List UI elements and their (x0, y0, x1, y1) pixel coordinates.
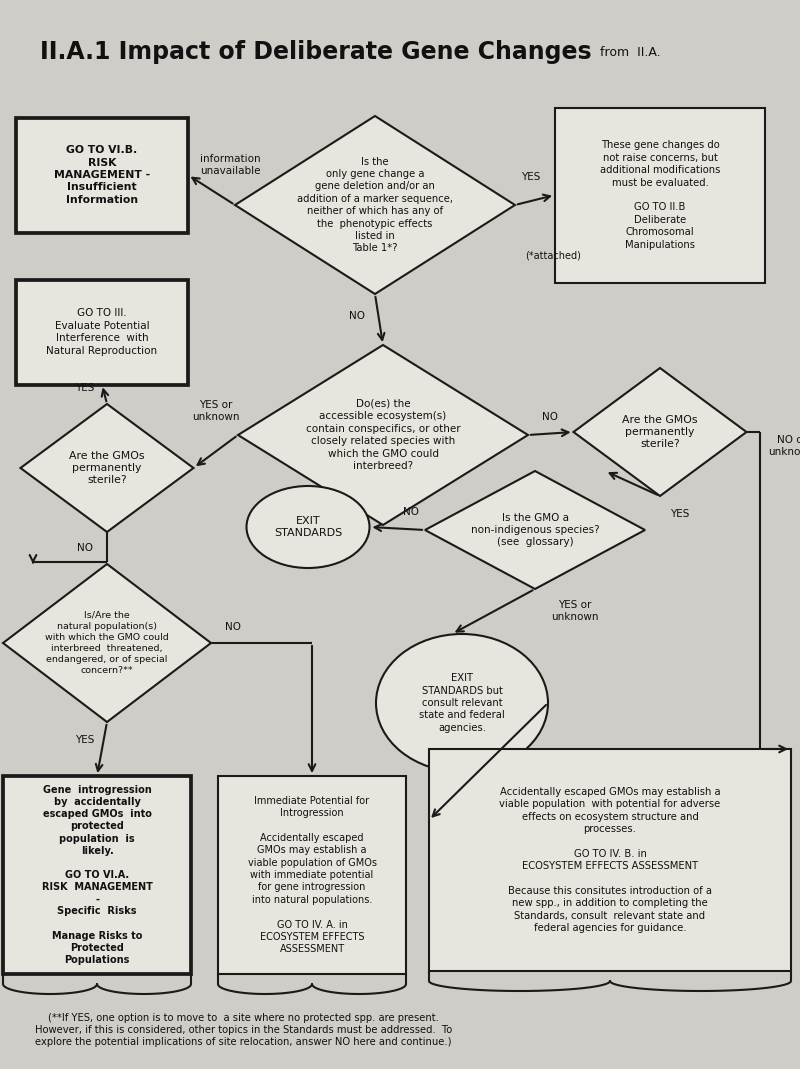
Ellipse shape (376, 634, 548, 772)
FancyBboxPatch shape (16, 279, 188, 385)
Text: GO TO III.
Evaluate Potential
Interference  with
Natural Reproduction: GO TO III. Evaluate Potential Interferen… (46, 308, 158, 356)
Text: Is the
only gene change a
gene deletion and/or an
addition of a marker sequence,: Is the only gene change a gene deletion … (297, 156, 453, 253)
Text: Is the GMO a
non-indigenous species?
(see  glossary): Is the GMO a non-indigenous species? (se… (470, 513, 599, 547)
Text: EXIT
STANDARDS: EXIT STANDARDS (274, 516, 342, 538)
Text: YES: YES (75, 383, 94, 393)
Polygon shape (238, 345, 528, 525)
FancyBboxPatch shape (429, 749, 791, 971)
Text: NO: NO (349, 311, 365, 321)
Text: YES or
unknown: YES or unknown (192, 400, 240, 422)
Text: NO: NO (225, 622, 241, 632)
Polygon shape (574, 368, 746, 496)
Text: Gene  introgression: Gene introgression (42, 785, 151, 795)
Polygon shape (21, 404, 194, 532)
Text: -: - (95, 895, 99, 904)
Text: NO: NO (542, 412, 558, 422)
Text: Protected: Protected (70, 943, 124, 952)
FancyBboxPatch shape (16, 118, 188, 232)
Text: from  II.A.: from II.A. (600, 46, 661, 59)
Text: NO: NO (403, 507, 419, 517)
Text: YES: YES (670, 509, 690, 520)
Text: Immediate Potential for
Introgression

Accidentally escaped
GMOs may establish a: Immediate Potential for Introgression Ac… (247, 795, 377, 955)
Polygon shape (3, 564, 211, 722)
Text: Are the GMOs
permanently
sterile?: Are the GMOs permanently sterile? (70, 451, 145, 485)
Text: population  is: population is (59, 834, 135, 843)
Text: GO TO VI.B.
RISK
MANAGEMENT -
Insufficient
Information: GO TO VI.B. RISK MANAGEMENT - Insufficie… (54, 145, 150, 205)
Text: (*attached): (*attached) (525, 250, 581, 260)
Text: Is/Are the
natural population(s)
with which the GMO could
interbreed  threatened: Is/Are the natural population(s) with wh… (45, 610, 169, 676)
Text: information
unavailable: information unavailable (200, 154, 260, 176)
Text: by  accidentally: by accidentally (54, 797, 141, 807)
FancyBboxPatch shape (218, 776, 406, 974)
Text: Populations: Populations (64, 955, 130, 965)
Polygon shape (235, 117, 515, 294)
Text: GO TO VI.A.: GO TO VI.A. (65, 870, 129, 880)
Text: These gene changes do
not raise concerns, but
additional modifications
must be e: These gene changes do not raise concerns… (600, 140, 720, 249)
Text: Specific  Risks: Specific Risks (58, 907, 137, 916)
Text: Manage Risks to: Manage Risks to (52, 931, 142, 941)
Ellipse shape (246, 486, 370, 568)
FancyBboxPatch shape (555, 108, 765, 282)
Text: escaped GMOs  into: escaped GMOs into (42, 809, 151, 819)
Text: (**If YES, one option is to move to  a site where no protected spp. are present.: (**If YES, one option is to move to a si… (35, 1012, 452, 1048)
Text: RISK  MANAGEMENT: RISK MANAGEMENT (42, 882, 153, 893)
Text: Accidentally escaped GMOs may establish a
viable population  with potential for : Accidentally escaped GMOs may establish … (499, 787, 721, 933)
Polygon shape (425, 471, 645, 589)
Text: protected: protected (70, 821, 124, 832)
Text: Are the GMOs
permanently
sterile?: Are the GMOs permanently sterile? (622, 415, 698, 449)
Text: YES: YES (521, 172, 540, 182)
Text: YES: YES (75, 735, 94, 745)
Text: Do(es) the
accessible ecosystem(s)
contain conspecifics, or other
closely relate: Do(es) the accessible ecosystem(s) conta… (306, 399, 460, 471)
Text: NO: NO (77, 543, 93, 553)
Text: NO or
unknown: NO or unknown (768, 435, 800, 458)
Text: YES or
unknown: YES or unknown (551, 600, 598, 622)
Text: II.A.1 Impact of Deliberate Gene Changes: II.A.1 Impact of Deliberate Gene Changes (40, 40, 592, 64)
FancyBboxPatch shape (3, 776, 191, 974)
Text: EXIT
STANDARDS but
consult relevant
state and federal
agencies.: EXIT STANDARDS but consult relevant stat… (419, 673, 505, 733)
Text: likely.: likely. (81, 846, 114, 855)
